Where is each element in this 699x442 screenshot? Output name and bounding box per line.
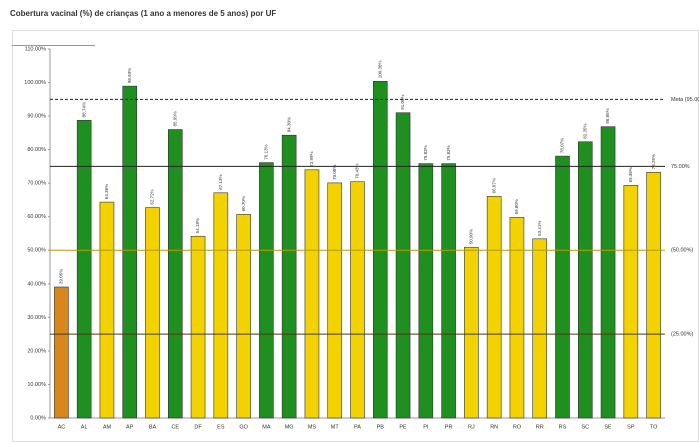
bar: [99, 201, 115, 419]
x-tick-label: BA: [149, 424, 157, 430]
value-label: 76.13%: [264, 144, 269, 159]
value-label: 100.38%: [377, 61, 382, 79]
value-label: 67.13%: [218, 175, 223, 190]
x-tick-label: SP: [627, 424, 635, 430]
x-tick-label: PE: [399, 424, 407, 430]
x-tick-label: MG: [285, 424, 294, 430]
bar: [281, 134, 297, 419]
bar: [577, 141, 593, 419]
y-tick-label: 60.00%: [27, 214, 46, 220]
y-tick-label: 40.00%: [27, 281, 46, 287]
bar: [350, 181, 365, 419]
reference-label: (25.00%): [671, 332, 693, 338]
x-tick-label: DF: [194, 424, 202, 430]
value-label: 75.83%: [446, 145, 451, 160]
x-tick-label: PR: [445, 424, 453, 430]
x-tick-label: PI: [423, 424, 429, 430]
bar: [623, 185, 639, 419]
bar: [555, 155, 570, 419]
y-tick-label: 50.00%: [27, 248, 46, 254]
bar: [464, 246, 479, 419]
x-tick-label: RO: [513, 424, 522, 430]
bar: [190, 235, 206, 419]
value-label: 70.43%: [355, 163, 360, 178]
x-tick-label: PA: [354, 424, 361, 430]
value-label: 60.70%: [241, 196, 246, 211]
x-tick-label: RN: [490, 424, 498, 430]
value-label: 70.08%: [332, 165, 337, 180]
y-tick-label: 70.00%: [27, 181, 46, 187]
y-tick-label: 10.00%: [27, 382, 46, 388]
x-tick-label: AC: [58, 424, 66, 430]
value-label: 54.18%: [195, 218, 200, 233]
x-tick-label: AP: [126, 424, 134, 430]
value-label: 69.36%: [628, 167, 633, 182]
y-tick-label: 110.00%: [25, 46, 46, 52]
value-label: 86.85%: [605, 108, 610, 123]
x-tick-label: GO: [239, 424, 248, 430]
bar: [372, 80, 388, 419]
value-label: 73.25%: [651, 154, 656, 169]
y-tick-label: 90.00%: [27, 114, 46, 120]
bar: [213, 192, 229, 419]
value-label: 64.36%: [104, 184, 109, 199]
bar: [327, 182, 343, 419]
value-label: 88.74%: [81, 102, 86, 117]
x-tick-label: MA: [262, 424, 271, 430]
value-label: 39.05%: [59, 269, 64, 284]
x-tick-label: CE: [171, 424, 179, 430]
value-label: 98.93%: [127, 68, 132, 83]
reference-label: (50.00%): [671, 248, 693, 254]
bar: [441, 163, 456, 419]
y-tick-label: 80.00%: [27, 147, 46, 153]
value-label: 75.83%: [423, 145, 428, 160]
bar: [54, 286, 69, 419]
x-tick-label: AM: [103, 424, 112, 430]
x-tick-label: SC: [581, 424, 589, 430]
x-tick-label: PB: [377, 424, 385, 430]
value-label: 84.30%: [286, 117, 291, 132]
value-label: 53.41%: [537, 221, 542, 236]
bar: [418, 163, 434, 419]
value-label: 59.80%: [514, 199, 519, 214]
bar: [304, 169, 320, 419]
x-tick-label: SE: [604, 424, 612, 430]
bar: [600, 126, 616, 419]
value-label: 78.07%: [560, 138, 565, 153]
bar: [236, 214, 251, 419]
value-label: 91.00%: [400, 94, 405, 109]
x-tick-label: ES: [217, 424, 225, 430]
y-tick-label: 20.00%: [27, 348, 46, 354]
x-tick-label: AL: [81, 424, 88, 430]
value-label: 85.99%: [172, 111, 177, 126]
bar: [532, 238, 548, 419]
bar: [145, 207, 160, 419]
bar: [646, 171, 661, 419]
x-tick-label: RR: [536, 424, 544, 430]
value-label: 66.07%: [491, 178, 496, 193]
bar: [167, 129, 183, 419]
x-tick-label: RS: [559, 424, 567, 430]
value-label: 82.35%: [582, 123, 587, 138]
x-tick-label: TO: [650, 424, 658, 430]
y-tick-label: 100.00%: [24, 80, 46, 86]
x-tick-label: MT: [331, 424, 340, 430]
x-tick-label: RJ: [468, 424, 475, 430]
value-label: 62.72%: [150, 189, 155, 204]
reference-label: Meta (95.00%): [671, 97, 699, 103]
x-tick-label: MS: [308, 424, 317, 430]
y-tick-label: 30.00%: [27, 315, 46, 321]
bar: [122, 85, 138, 419]
bar: [76, 120, 92, 419]
bar: [509, 217, 525, 419]
chart-title: Cobertura vacinal (%) de crianças (1 ano…: [10, 9, 276, 18]
bar: [486, 196, 502, 419]
reference-label: 75.00%: [671, 164, 690, 170]
value-label: 73.99%: [309, 152, 314, 167]
y-tick-label: 0.00%: [30, 415, 46, 421]
bar: [259, 162, 274, 419]
value-label: 50.90%: [469, 229, 474, 244]
bar: [395, 112, 411, 419]
